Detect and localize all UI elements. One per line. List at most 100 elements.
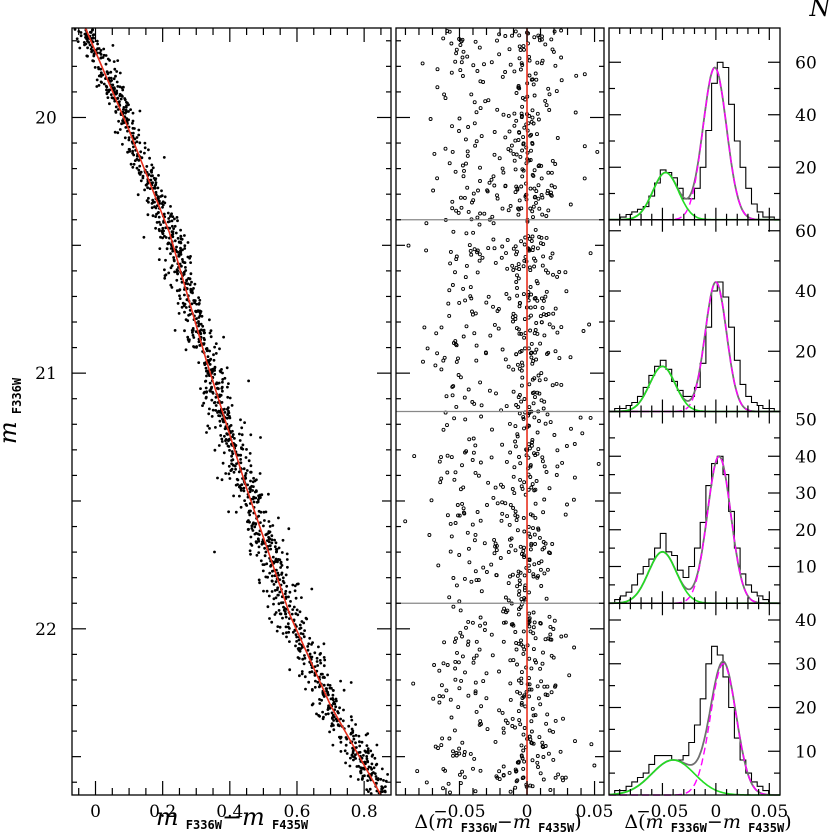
verticalized-point	[489, 177, 494, 182]
cmd-point	[372, 766, 376, 770]
verticalized-point	[532, 195, 537, 200]
cmd-point	[326, 708, 330, 711]
cmd-point	[249, 552, 252, 556]
cmd-point	[230, 454, 234, 458]
verticalized-point	[501, 170, 506, 175]
verticalized-point	[516, 212, 521, 217]
cmd-point	[250, 527, 254, 530]
cmd-point	[295, 582, 299, 586]
cmd-point	[126, 150, 129, 154]
verticalized-point	[522, 397, 527, 401]
verticalized-point	[592, 763, 597, 768]
cmd-point	[298, 623, 302, 627]
verticalized-point	[497, 769, 502, 774]
verticalized-point	[447, 736, 452, 741]
cmd-point	[239, 461, 243, 465]
verticalized-point	[555, 464, 560, 469]
verticalized-point	[504, 251, 508, 256]
cmd-point	[365, 744, 369, 747]
verticalized-point	[501, 620, 506, 625]
verticalized-point	[460, 769, 465, 774]
cmd-point	[106, 96, 110, 99]
histogram-y-tick-label: 20	[795, 342, 817, 362]
cmd-point	[150, 163, 154, 167]
cmd-point	[205, 390, 209, 394]
cmd-point	[350, 753, 354, 757]
cmd-point	[131, 149, 135, 153]
verticalized-point	[496, 326, 501, 331]
verticalized-point	[518, 154, 523, 159]
cmd-point	[234, 444, 237, 448]
verticalized-point	[519, 638, 523, 643]
cmd-point	[221, 371, 224, 375]
cmd-point	[255, 541, 258, 545]
cmd-point	[204, 386, 208, 390]
cmd-point	[87, 41, 91, 44]
cmd-point	[264, 575, 268, 579]
cmd-point	[295, 608, 299, 612]
cmd-point	[149, 169, 153, 173]
histogram-bars	[609, 645, 780, 796]
verticalized-point	[541, 755, 546, 759]
verticalized-point	[555, 448, 560, 453]
verticalized-point	[514, 779, 519, 784]
verticalized-point	[476, 188, 480, 193]
cmd-point	[179, 228, 183, 232]
cmd-point	[205, 349, 209, 353]
histogram-y-tick-label: 20	[795, 699, 817, 719]
cmd-point	[190, 280, 193, 284]
verticalized-point	[466, 209, 471, 214]
cmd-point	[310, 655, 314, 659]
cmd-point	[110, 96, 114, 100]
verticalized-point	[527, 236, 532, 241]
verticalized-point	[563, 270, 568, 275]
verticalized-point	[429, 498, 434, 503]
verticalized-panel: −0.05 0 0.05Δ(m F336W−m F435W)	[395, 27, 613, 835]
verticalized-point	[589, 742, 594, 747]
cmd-point	[184, 269, 188, 272]
verticalized-point	[431, 188, 436, 193]
verticalized-point	[526, 563, 531, 568]
cmd-point	[334, 697, 338, 701]
verticalized-point	[516, 138, 521, 142]
verticalized-point	[439, 325, 444, 330]
cmd-point	[219, 409, 222, 413]
cmd-point	[257, 509, 261, 513]
verticalized-point	[505, 266, 510, 271]
cmd-point	[369, 792, 373, 795]
verticalized-point	[454, 343, 459, 348]
verticalized-point	[511, 389, 516, 394]
cmd-point	[265, 589, 269, 593]
cmd-point	[375, 762, 379, 766]
cmd-point	[285, 552, 289, 556]
verticalized-point	[572, 442, 577, 446]
verticalized-point	[453, 270, 457, 275]
cmd-point	[172, 258, 176, 262]
cmd-point	[86, 46, 89, 50]
verticalized-point	[505, 721, 510, 725]
verticalized-point	[521, 516, 526, 520]
verticalized-point	[486, 98, 491, 103]
verticalized-point	[469, 579, 474, 584]
cmd-point	[159, 235, 162, 239]
verticalized-point	[548, 788, 553, 792]
verticalized-point	[528, 535, 533, 539]
cmd-point	[75, 37, 79, 41]
verticalized-point	[517, 366, 522, 371]
verticalized-point	[453, 169, 458, 174]
verticalized-point	[518, 48, 523, 52]
verticalized-point	[539, 193, 544, 197]
cmd-point	[366, 779, 369, 782]
histogram-bars	[609, 455, 780, 604]
cmd-point	[218, 414, 222, 418]
verticalized-point	[516, 276, 521, 281]
cmd-point	[284, 589, 288, 593]
verticalized-point	[503, 70, 508, 74]
verticalized-point	[533, 258, 538, 263]
cmd-point	[209, 335, 213, 339]
verticalized-point	[571, 497, 576, 502]
verticalized-point	[537, 535, 542, 540]
cmd-point	[213, 401, 217, 404]
verticalized-point	[455, 650, 459, 655]
verticalized-point	[469, 296, 474, 301]
